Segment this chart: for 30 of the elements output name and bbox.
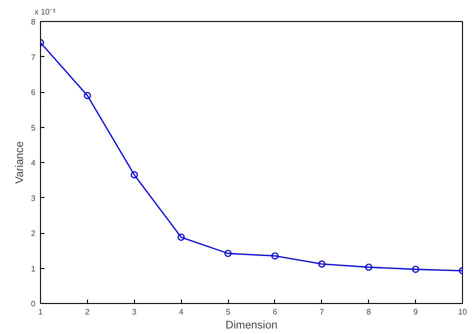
x-tick-label: 6 <box>272 308 278 316</box>
point <box>130 171 138 178</box>
point <box>178 234 185 241</box>
x-axis-title: Dimension <box>226 320 278 332</box>
point <box>271 252 279 260</box>
x-tick-label: 2 <box>85 308 90 316</box>
y-tick-label: 7 <box>31 52 36 62</box>
y-tick-label: 2 <box>31 229 36 238</box>
y-tick-label: 1 <box>31 264 36 274</box>
y-tick-label: 8 <box>31 18 36 26</box>
x-tick-label: 9 <box>413 308 418 316</box>
y-tick-label: 0 <box>31 300 36 308</box>
x-tick-label: 5 <box>226 308 231 316</box>
y-tick-label: 5 <box>31 123 36 132</box>
y-tick-label: 3 <box>31 194 36 203</box>
x-tick-label: 10 <box>458 308 468 316</box>
point <box>224 250 232 258</box>
point <box>412 266 420 273</box>
y-tick-label: 4 <box>31 158 36 168</box>
point <box>365 264 372 271</box>
point <box>84 92 91 100</box>
point <box>318 260 326 268</box>
x-tick-label: 7 <box>320 308 325 316</box>
x-tick-label: 1 <box>38 308 44 316</box>
x-tick-label: 4 <box>178 308 184 316</box>
x-tick-label: 8 <box>366 308 372 316</box>
y-axis-title: Variance <box>14 141 26 184</box>
y-tick-label: 6 <box>31 88 36 97</box>
x-tick-label: 3 <box>132 308 138 316</box>
text: x 10⁻³ <box>34 8 56 16</box>
